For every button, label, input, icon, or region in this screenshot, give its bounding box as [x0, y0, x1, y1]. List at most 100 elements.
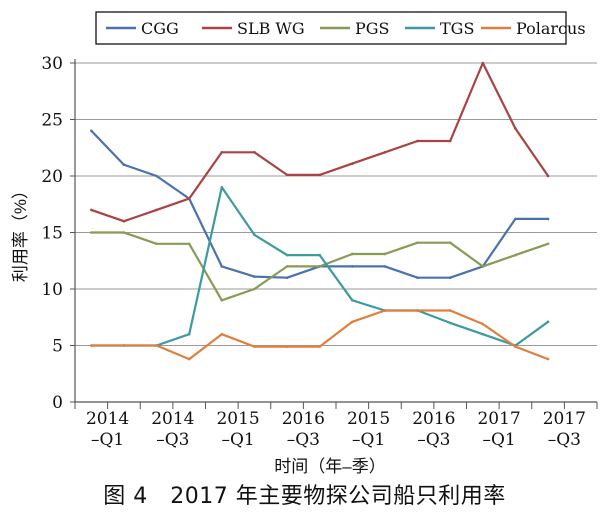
data-point-polarcus: [416, 309, 419, 312]
x-tick-label-year: 2016: [412, 409, 455, 429]
data-point-cgg: [514, 217, 517, 221]
data-point-tgs: [285, 253, 289, 257]
data-point-tgs: [318, 253, 321, 257]
series-line-slb-wg: [90, 61, 550, 223]
data-point-polarcus: [187, 357, 191, 361]
data-point-cgg: [155, 174, 158, 178]
data-point-polarcus: [253, 345, 256, 348]
data-point-polarcus: [220, 332, 224, 336]
data-point-tgs: [481, 332, 485, 336]
data-point-cgg: [383, 265, 387, 268]
data-point-pgs: [318, 265, 321, 268]
data-point-pgs: [514, 253, 517, 257]
data-point-slb-wg: [318, 173, 321, 177]
legend-item-cgg: CGG: [106, 19, 179, 38]
data-point-pgs: [448, 241, 452, 244]
data-point-slb-wg: [383, 150, 387, 154]
y-tick-label: 5: [52, 337, 63, 357]
data-point-cgg: [351, 265, 354, 268]
data-point-polarcus: [318, 345, 321, 348]
x-tick-label-quarter: –Q3: [287, 430, 320, 450]
x-tick-label-year: 2015: [216, 409, 259, 429]
data-point-tgs: [546, 320, 550, 324]
x-tick-label-quarter: –Q3: [156, 430, 189, 450]
data-point-slb-wg: [546, 174, 550, 178]
x-tick-label-year: 2017: [477, 409, 520, 429]
data-point-polarcus: [448, 309, 452, 312]
data-point-slb-wg: [514, 127, 517, 130]
data-point-cgg: [90, 129, 93, 133]
data-point-pgs: [546, 242, 550, 246]
data-point-tgs: [448, 321, 452, 325]
x-tick-label-year: 2014: [151, 409, 194, 429]
data-point-pgs: [351, 252, 354, 256]
legend-label-cgg: CGG: [141, 19, 179, 38]
legend: CGG SLB WG PGS TGS Polarcus: [106, 19, 586, 38]
legend-item-tgs: TGS: [405, 19, 474, 38]
legend-item-slb-wg: SLB WG: [202, 19, 305, 38]
data-point-slb-wg: [122, 219, 126, 223]
y-tick-label: 15: [41, 224, 63, 244]
data-point-cgg: [448, 276, 452, 280]
data-point-tgs: [351, 299, 354, 302]
y-tick-label: 10: [41, 280, 63, 300]
axes: [70, 59, 598, 409]
data-point-slb-wg: [481, 61, 485, 65]
data-point-cgg: [253, 275, 256, 278]
data-point-pgs: [253, 287, 256, 291]
y-tick-label: 25: [41, 111, 63, 131]
data-point-polarcus: [122, 344, 126, 347]
data-point-slb-wg: [285, 173, 289, 177]
data-point-slb-wg: [90, 208, 93, 212]
data-point-slb-wg: [220, 150, 224, 154]
y-tick-label: 20: [41, 167, 63, 187]
data-point-tgs: [187, 332, 191, 336]
x-axis-label: 时间（年–季）: [274, 457, 385, 476]
legend-item-polarcus: Polarcus: [481, 19, 586, 38]
data-point-slb-wg: [187, 197, 191, 200]
data-point-polarcus: [383, 309, 387, 312]
x-tick-label-year: 2015: [347, 409, 390, 429]
data-point-pgs: [416, 241, 419, 244]
data-point-pgs: [220, 299, 224, 302]
x-tick-label-quarter: –Q1: [91, 430, 124, 450]
data-point-polarcus: [351, 320, 354, 324]
data-point-tgs: [253, 233, 256, 237]
figure-caption: 图 4 2017 年主要物探公司船只利用率: [103, 484, 506, 509]
x-tick-label-quarter: –Q3: [417, 430, 450, 450]
y-tick-labels: 0 5 10 15 20 25 30: [41, 54, 63, 413]
data-point-polarcus: [514, 345, 517, 348]
x-tick-label-year: 2017: [543, 409, 586, 429]
data-point-polarcus: [481, 322, 485, 326]
x-tick-label-quarter: –Q1: [482, 430, 515, 450]
legend-label-polarcus: Polarcus: [516, 19, 586, 38]
series-lines: [90, 61, 550, 361]
data-point-cgg: [220, 265, 224, 268]
data-point-pgs: [285, 265, 289, 268]
data-point-tgs: [220, 186, 224, 189]
data-point-slb-wg: [253, 150, 256, 154]
data-point-cgg: [546, 217, 550, 221]
data-point-polarcus: [285, 345, 289, 348]
data-point-slb-wg: [155, 208, 158, 212]
data-point-polarcus: [90, 344, 93, 347]
x-tick-label-year: 2016: [282, 409, 325, 429]
data-point-pgs: [481, 265, 485, 268]
data-point-pgs: [383, 252, 387, 256]
data-point-pgs: [122, 231, 126, 234]
data-point-polarcus: [546, 357, 550, 361]
y-axis-label: 利用率（%）: [11, 182, 30, 282]
data-point-slb-wg: [351, 162, 354, 165]
x-tick-label-quarter: –Q1: [352, 430, 385, 450]
data-point-slb-wg: [448, 139, 452, 143]
y-tick-label: 0: [52, 393, 63, 413]
legend-item-pgs: PGS: [320, 19, 390, 38]
data-point-slb-wg: [416, 139, 419, 143]
series-line-polarcus: [91, 309, 549, 361]
x-tick-label-quarter: –Q3: [548, 430, 581, 450]
data-point-cgg: [285, 276, 289, 280]
data-point-cgg: [416, 276, 419, 280]
data-point-pgs: [187, 242, 191, 246]
legend-label-tgs: TGS: [440, 19, 474, 38]
